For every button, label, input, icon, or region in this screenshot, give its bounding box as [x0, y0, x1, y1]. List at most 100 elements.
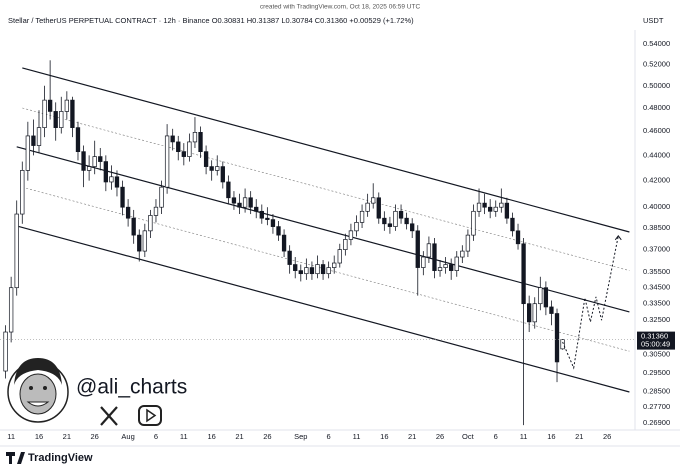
x-tick-label: 11: [180, 432, 188, 441]
y-tick-label: 0.29500: [643, 368, 670, 377]
candle-body: [125, 206, 131, 219]
x-tick-label: 21: [575, 432, 583, 441]
candle-body: [47, 99, 53, 112]
candle-body: [415, 230, 420, 268]
candle-body: [153, 206, 159, 216]
x-tick-label: 26: [263, 432, 271, 441]
y-tick-label: 0.26900: [643, 418, 670, 427]
candle-body: [521, 243, 526, 305]
candle-body: [70, 99, 75, 128]
candle-body: [265, 217, 270, 220]
candle-body: [209, 166, 214, 171]
candle-body: [532, 303, 537, 323]
countdown: 05:00:49: [641, 340, 670, 349]
x-tick-label: Aug: [121, 432, 134, 441]
candle-body: [387, 223, 393, 227]
ohlc-low: L0.30784: [281, 16, 312, 25]
candle-body: [298, 270, 303, 275]
candle-body: [170, 135, 175, 143]
y-tick-label: 0.27700: [643, 402, 670, 411]
candle-body: [8, 287, 14, 333]
candle-body: [354, 222, 359, 232]
y-tick-label: 0.48000: [643, 103, 670, 112]
projection-arrowhead: [614, 235, 622, 241]
candle-body: [109, 176, 114, 183]
candle-body: [270, 219, 276, 227]
x-tick-label: Oct: [462, 432, 475, 441]
candle-body: [465, 234, 471, 252]
y-tick-label: 0.34500: [643, 283, 670, 292]
candle-body: [259, 210, 264, 219]
candle-body: [382, 217, 387, 225]
candle-body: [454, 256, 459, 271]
y-tick-label: 0.28500: [643, 387, 670, 396]
candle-body: [538, 287, 543, 305]
candle-body: [203, 151, 209, 167]
y-tick-label: 0.42000: [643, 176, 670, 185]
watermark-handle: @ali_charts: [76, 376, 187, 399]
x-tick-label: 26: [603, 432, 611, 441]
candle-body: [131, 217, 136, 236]
x-tick-label: 6: [494, 432, 498, 441]
candle-body: [493, 206, 498, 212]
candle-body: [515, 230, 521, 245]
candle-body: [343, 239, 348, 250]
candle-body: [549, 306, 554, 314]
candle-body: [215, 166, 220, 171]
last-price-box: [637, 331, 675, 350]
candle-body: [499, 202, 504, 208]
candle-body: [181, 151, 186, 157]
candle-body: [198, 132, 203, 153]
channel-line: [22, 67, 630, 233]
candle-body: [53, 111, 58, 128]
x-tick-label: 6: [154, 432, 158, 441]
ohlc-close: C0.31360: [315, 16, 348, 25]
x-tick-label: Sep: [294, 432, 307, 441]
brand: TradingView: [28, 452, 93, 464]
candle-body: [371, 197, 376, 204]
candle-body: [488, 206, 493, 212]
x-tick-label: 16: [35, 432, 43, 441]
candle-body: [437, 267, 443, 271]
candle-body: [42, 99, 47, 128]
candle-body: [482, 202, 487, 208]
candle-body: [293, 264, 298, 271]
y-tick-label: 0.32500: [643, 315, 670, 324]
x-tick-label: 16: [547, 432, 555, 441]
candle-body: [64, 99, 70, 112]
candle-body: [504, 202, 510, 219]
candle-body: [226, 181, 231, 199]
x-tick-label: 21: [235, 432, 243, 441]
candle-body: [242, 197, 248, 208]
y-tick-label: 0.30500: [643, 350, 670, 359]
candle-body: [86, 166, 92, 171]
x-tick-label: 11: [353, 432, 361, 441]
x-tick-label: 6: [327, 432, 331, 441]
candle-body: [543, 287, 549, 308]
candle-body: [527, 303, 532, 323]
candle-body: [75, 127, 81, 153]
candle-body: [176, 141, 181, 153]
last-price-label: 0.31360: [641, 332, 668, 341]
legend: Stellar / TetherUS PERPETUAL CONTRACT · …: [8, 16, 414, 25]
candle-body: [237, 202, 242, 208]
candle-body: [92, 156, 97, 167]
x-tick-label: 21: [408, 432, 416, 441]
x-tick-label: 26: [91, 432, 99, 441]
y-tick-label: 0.52000: [643, 59, 670, 68]
candle-body: [25, 135, 31, 171]
candle-body: [98, 156, 103, 162]
candle-body: [20, 170, 25, 215]
candle-body: [276, 226, 281, 236]
candle-body: [421, 256, 426, 268]
candle-body: [449, 264, 454, 271]
candle-body: [14, 213, 19, 289]
candle-body: [432, 243, 437, 271]
ohlc-open: O0.30831: [212, 16, 245, 25]
candle-body: [120, 186, 125, 208]
candle-body: [410, 223, 415, 232]
x-tick-label: 26: [436, 432, 444, 441]
candle-body: [398, 210, 404, 219]
candle-body: [231, 197, 237, 204]
candle-body: [31, 135, 36, 146]
